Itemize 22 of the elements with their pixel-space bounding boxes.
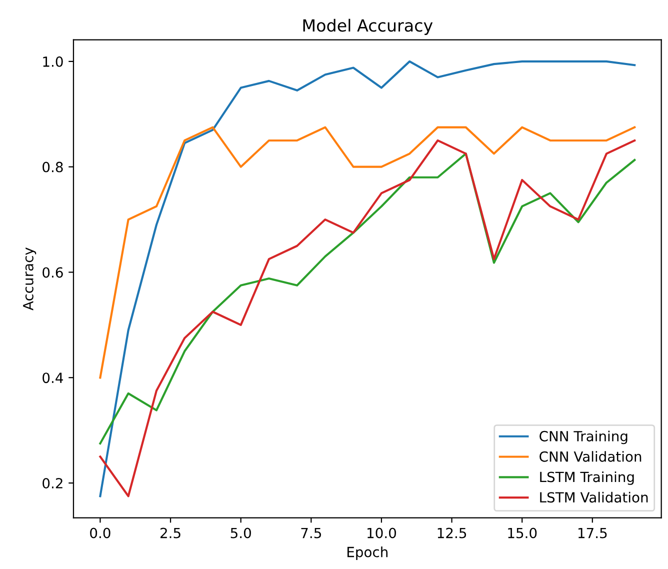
legend-label: CNN Training (540, 430, 628, 444)
y-tick-label: 1.0 (43, 56, 63, 67)
y-tick-label: 0.6 (42, 267, 63, 278)
chart-title: Model Accuracy (303, 18, 433, 35)
legend-label: LSTM Training (540, 471, 634, 485)
line-series (99, 152, 636, 445)
y-axis-title: Accuracy (23, 248, 36, 310)
x-tick-label: 7.5 (301, 528, 321, 538)
x-tick-label: 10.0 (368, 528, 396, 538)
x-axis-title: Epoch (348, 546, 388, 560)
x-tick-label: 0.0 (90, 528, 110, 538)
y-tick-label: 0.4 (42, 372, 63, 384)
x-tick-label: 5.0 (230, 528, 251, 538)
legend-label: CNN Validation (540, 451, 642, 462)
legend-label: LSTM Validation (540, 492, 648, 503)
line-series (99, 126, 636, 379)
x-tick-label: 2.5 (160, 528, 180, 538)
y-tick-label: 0.2 (42, 478, 62, 488)
x-tick-label: 12.5 (438, 528, 466, 538)
x-tick-label: 17.5 (578, 528, 607, 538)
x-tick-label: 15.0 (508, 528, 537, 538)
y-tick-label: 0.8 (42, 162, 63, 172)
